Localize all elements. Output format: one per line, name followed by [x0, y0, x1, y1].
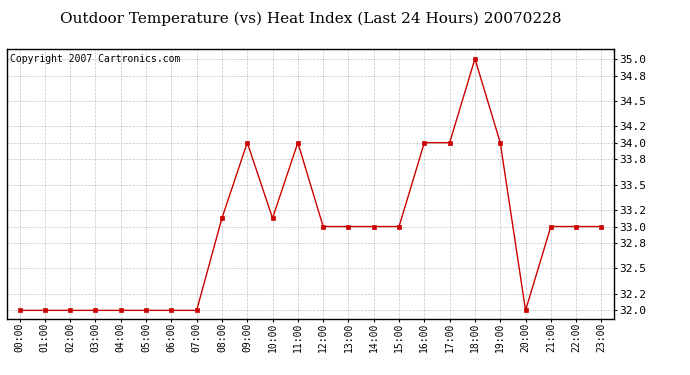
Text: Copyright 2007 Cartronics.com: Copyright 2007 Cartronics.com [10, 54, 180, 64]
Text: Outdoor Temperature (vs) Heat Index (Last 24 Hours) 20070228: Outdoor Temperature (vs) Heat Index (Las… [60, 11, 561, 26]
